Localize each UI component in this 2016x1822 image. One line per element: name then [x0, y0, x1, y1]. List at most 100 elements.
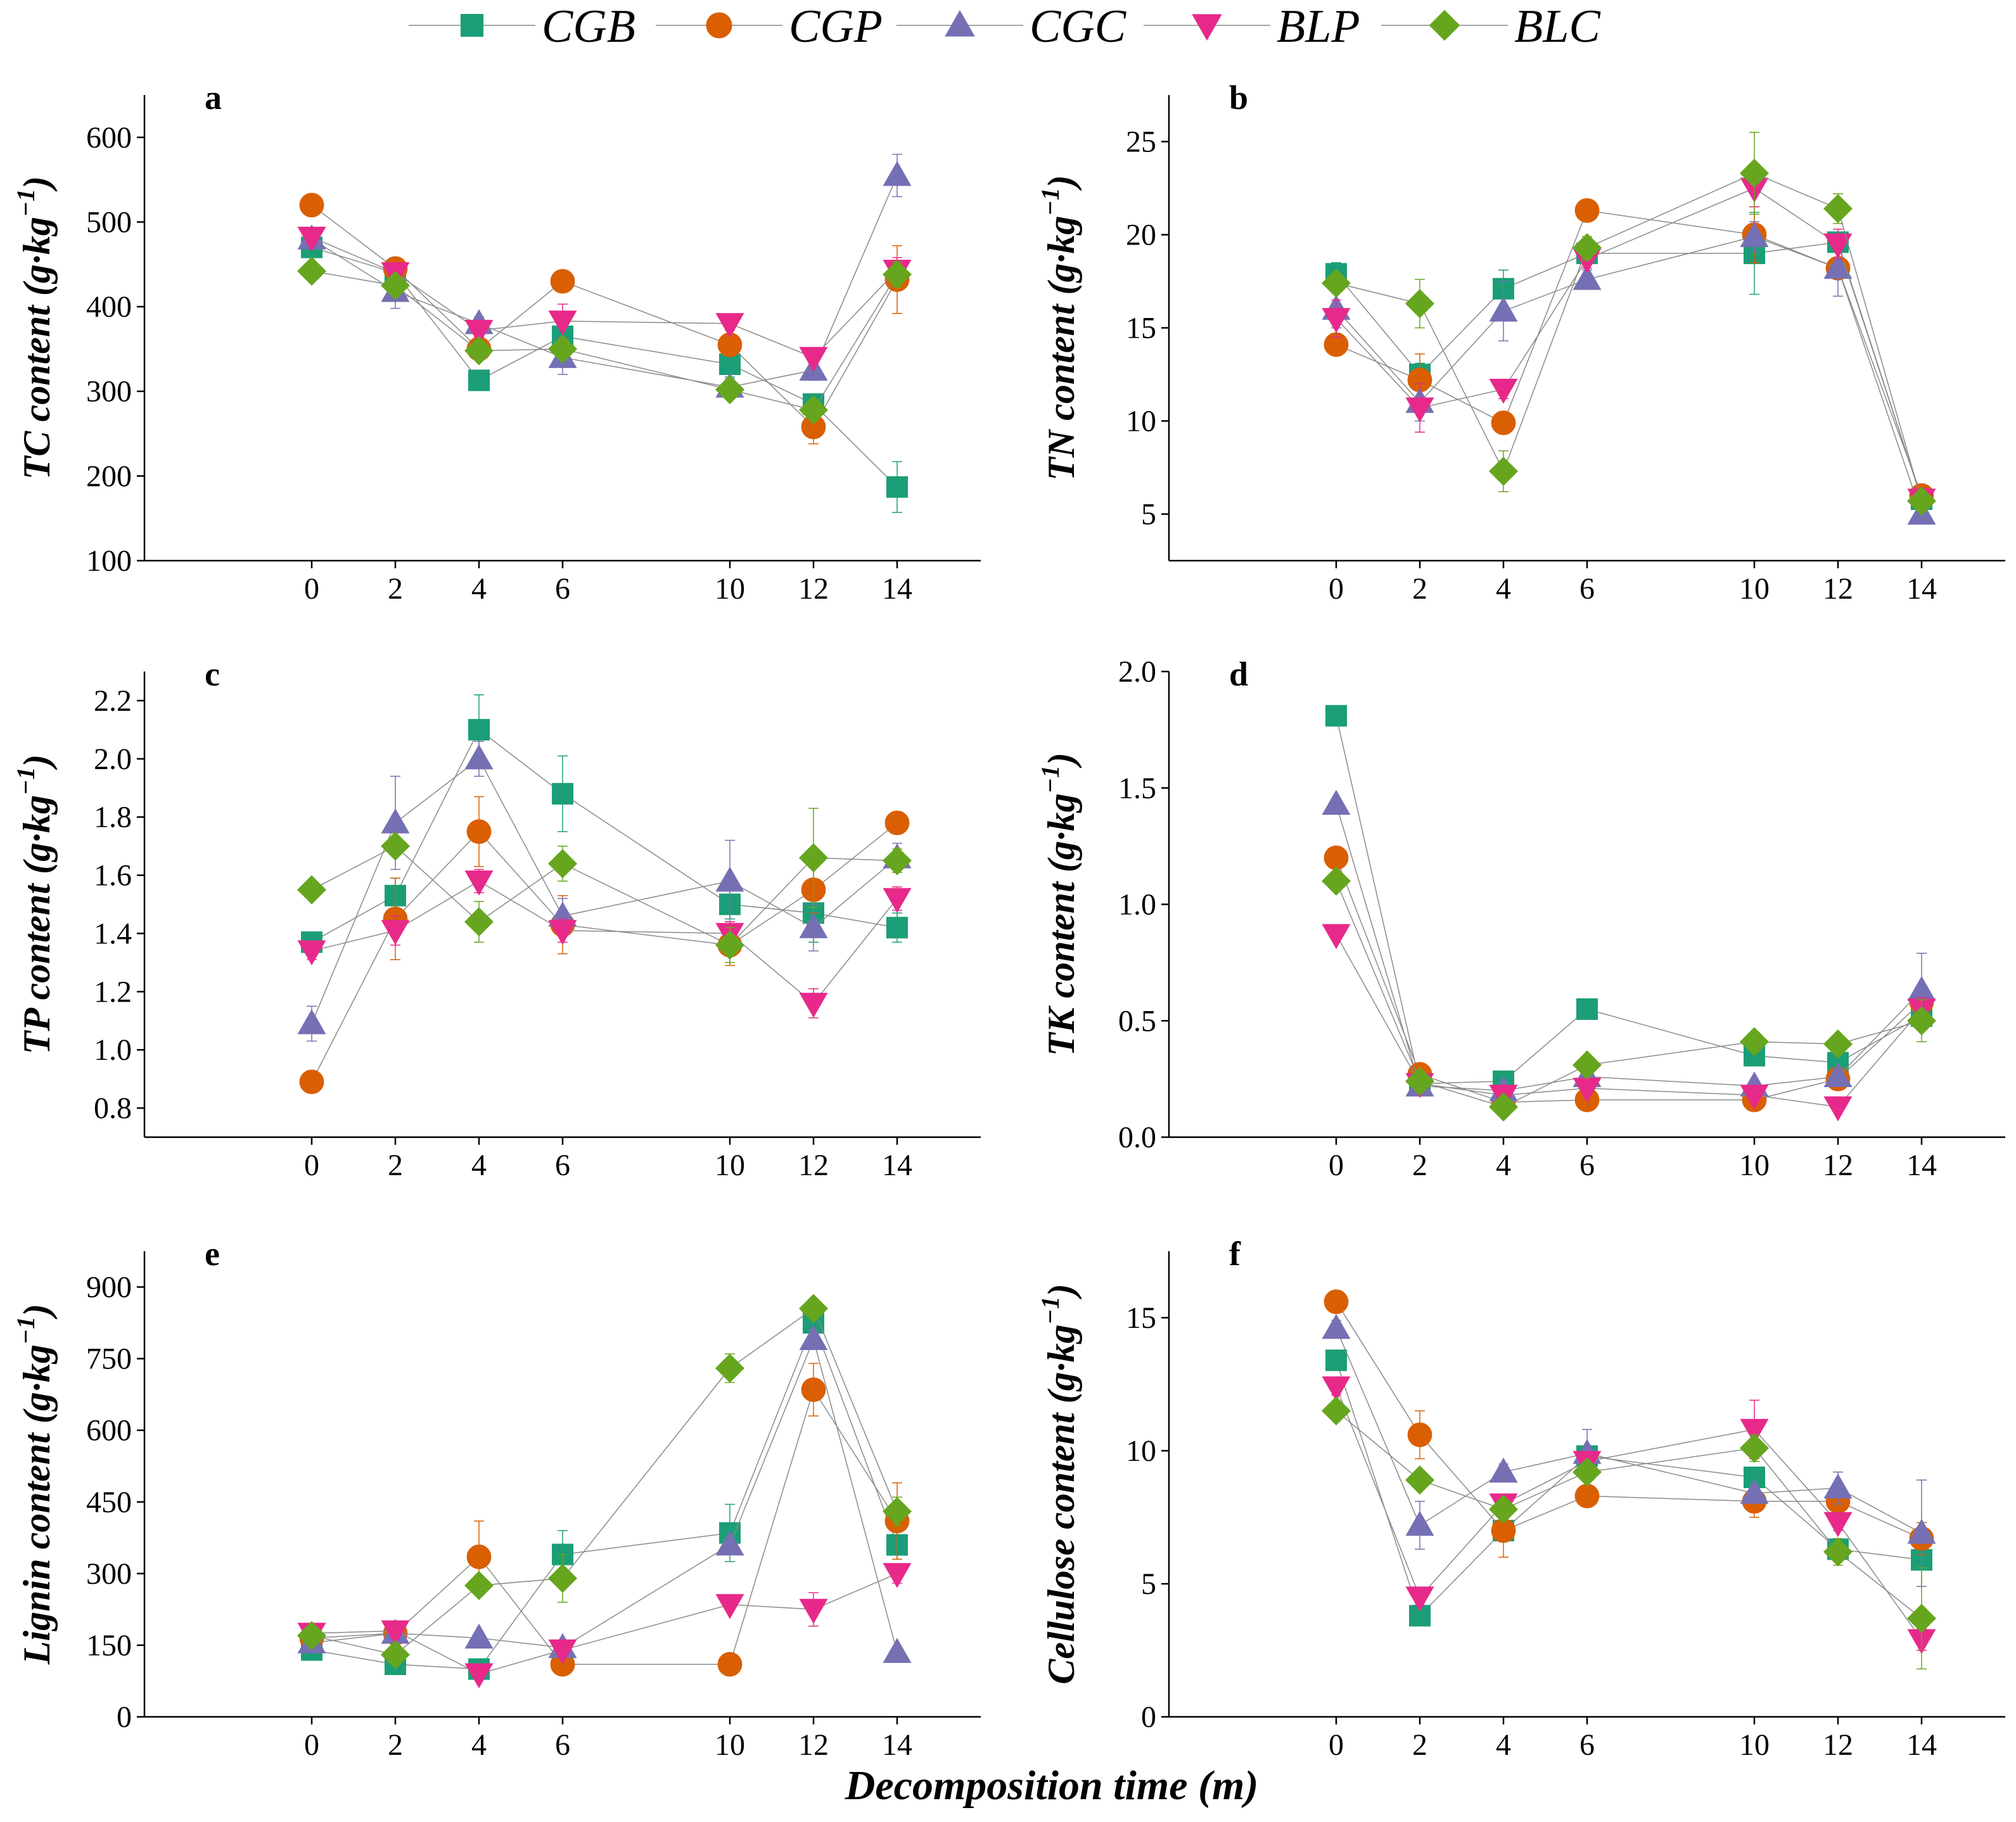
- data-point: [883, 161, 912, 186]
- data-point: [883, 1563, 912, 1588]
- x-tick-label: 2: [1412, 1728, 1427, 1762]
- data-point: [464, 907, 494, 937]
- x-tick-label: 14: [882, 572, 912, 606]
- x-tick-label: 10: [715, 572, 745, 606]
- x-tick-label: 2: [1412, 572, 1427, 606]
- data-point: [464, 319, 494, 345]
- legend-item-cgp: CGP: [656, 1, 883, 53]
- y-tick-label: 0.5: [1118, 1004, 1156, 1038]
- data-point: [715, 1594, 744, 1619]
- y-axis-title: TK content (g·kg−1): [1036, 753, 1082, 1056]
- data-point: [1322, 924, 1351, 950]
- data-point: [799, 1325, 828, 1351]
- data-point: [719, 353, 741, 375]
- data-point: [1325, 704, 1347, 727]
- y-axis-title-close: ): [1040, 753, 1082, 768]
- series-blp: [1322, 169, 1936, 514]
- data-point: [1906, 486, 1937, 516]
- y-tick-label: 2.0: [1118, 655, 1156, 689]
- data-point: [466, 1545, 492, 1569]
- x-tick-label: 14: [1906, 572, 1937, 606]
- legend: CGB CGP CGC BLP BLC: [409, 1, 1601, 53]
- data-point: [1823, 1062, 1853, 1088]
- data-point: [715, 1353, 745, 1383]
- data-point: [886, 476, 908, 498]
- data-point: [1488, 1494, 1519, 1524]
- x-tick-label: 4: [1496, 1728, 1511, 1762]
- series-line: [1336, 172, 1922, 502]
- data-point: [1906, 1006, 1937, 1036]
- x-tick-label: 4: [1496, 1149, 1511, 1182]
- legend-marker-cgb: [461, 14, 483, 37]
- legend-item-blp: BLP: [1144, 1, 1360, 53]
- y-tick-label: 200: [86, 459, 132, 493]
- data-point: [1405, 289, 1435, 319]
- y-tick-label: 2.2: [94, 684, 132, 718]
- panel-label: a: [205, 79, 222, 117]
- x-tick-label: 6: [1579, 572, 1595, 606]
- x-tick-label: 6: [555, 572, 570, 606]
- x-tick-label: 2: [388, 1728, 403, 1762]
- data-point: [552, 782, 573, 805]
- y-axis-title-main: TP content (g·kg: [16, 795, 58, 1054]
- data-point: [464, 1623, 494, 1649]
- data-point: [882, 846, 912, 876]
- legend-item-blc: BLC: [1381, 1, 1601, 53]
- y-axis-title-main: Lignin content (g·kg: [16, 1344, 58, 1665]
- data-point: [1823, 1512, 1853, 1538]
- x-tick-label: 0: [304, 572, 319, 606]
- y-axis-title-sup: −1: [11, 189, 40, 217]
- data-point: [464, 870, 494, 896]
- panel-label: e: [205, 1235, 220, 1273]
- data-point: [464, 744, 494, 770]
- data-point: [1572, 233, 1602, 263]
- data-point: [1572, 1050, 1602, 1080]
- y-tick-label: 1.5: [1118, 772, 1156, 805]
- x-tick-label: 14: [882, 1728, 912, 1762]
- y-tick-label: 0.8: [94, 1092, 132, 1125]
- legend-label: CGB: [542, 1, 635, 53]
- panel-label: c: [205, 655, 220, 693]
- x-tick-label: 0: [1329, 572, 1344, 606]
- panel-b: 5 10 15 20 25 0 2 4 6 10 12 14 b TN content (g·kg−1): [1036, 79, 2005, 606]
- y-axis-title-sup: −1: [11, 1316, 40, 1344]
- data-point: [1907, 976, 1936, 1002]
- data-point: [548, 920, 577, 945]
- x-tick-label: 2: [388, 1149, 403, 1182]
- x-tick-label: 14: [1906, 1149, 1937, 1182]
- y-axis-title-sup: −1: [1036, 1296, 1064, 1324]
- y-tick-label: 1.6: [94, 859, 132, 893]
- x-tick-label: 6: [1579, 1728, 1595, 1762]
- legend-marker-blp: [1192, 14, 1222, 41]
- data-point: [1489, 378, 1518, 404]
- data-point: [798, 1294, 829, 1323]
- x-tick-label: 14: [1906, 1728, 1937, 1762]
- data-point: [1405, 1510, 1434, 1536]
- y-axis-title-close: ): [1040, 1284, 1082, 1299]
- data-point: [548, 1639, 577, 1665]
- data-point: [1573, 265, 1602, 290]
- legend-label: BLC: [1514, 1, 1601, 53]
- data-point: [464, 1570, 494, 1600]
- data-point: [1823, 1096, 1853, 1122]
- y-axis-title-main: TC content (g·kg: [16, 217, 58, 480]
- panel-c: 0.8 1.0 1.2 1.4 1.6 1.8 2.0 2.2 0 2 4 6 10 12 14 c TP co…: [11, 655, 981, 1182]
- x-tick-label: 12: [798, 572, 829, 606]
- data-point: [1907, 1519, 1936, 1544]
- legend-label: BLP: [1277, 1, 1360, 53]
- y-tick-label: 400: [86, 290, 132, 324]
- y-axis-title-close: ): [1040, 175, 1082, 191]
- x-tick-label: 12: [1823, 572, 1853, 606]
- legend-item-cgc: CGC: [896, 1, 1127, 53]
- x-tick-label: 6: [1579, 1149, 1595, 1182]
- data-point: [547, 334, 578, 364]
- data-point: [468, 718, 490, 741]
- data-point: [1488, 456, 1519, 486]
- y-axis-title-main: TK content (g·kg: [1040, 793, 1082, 1056]
- panel-label: b: [1229, 79, 1248, 117]
- data-point: [1321, 866, 1351, 896]
- y-tick-label: 5: [1141, 1567, 1156, 1601]
- legend-label: CGC: [1030, 1, 1127, 53]
- x-tick-label: 6: [555, 1149, 570, 1182]
